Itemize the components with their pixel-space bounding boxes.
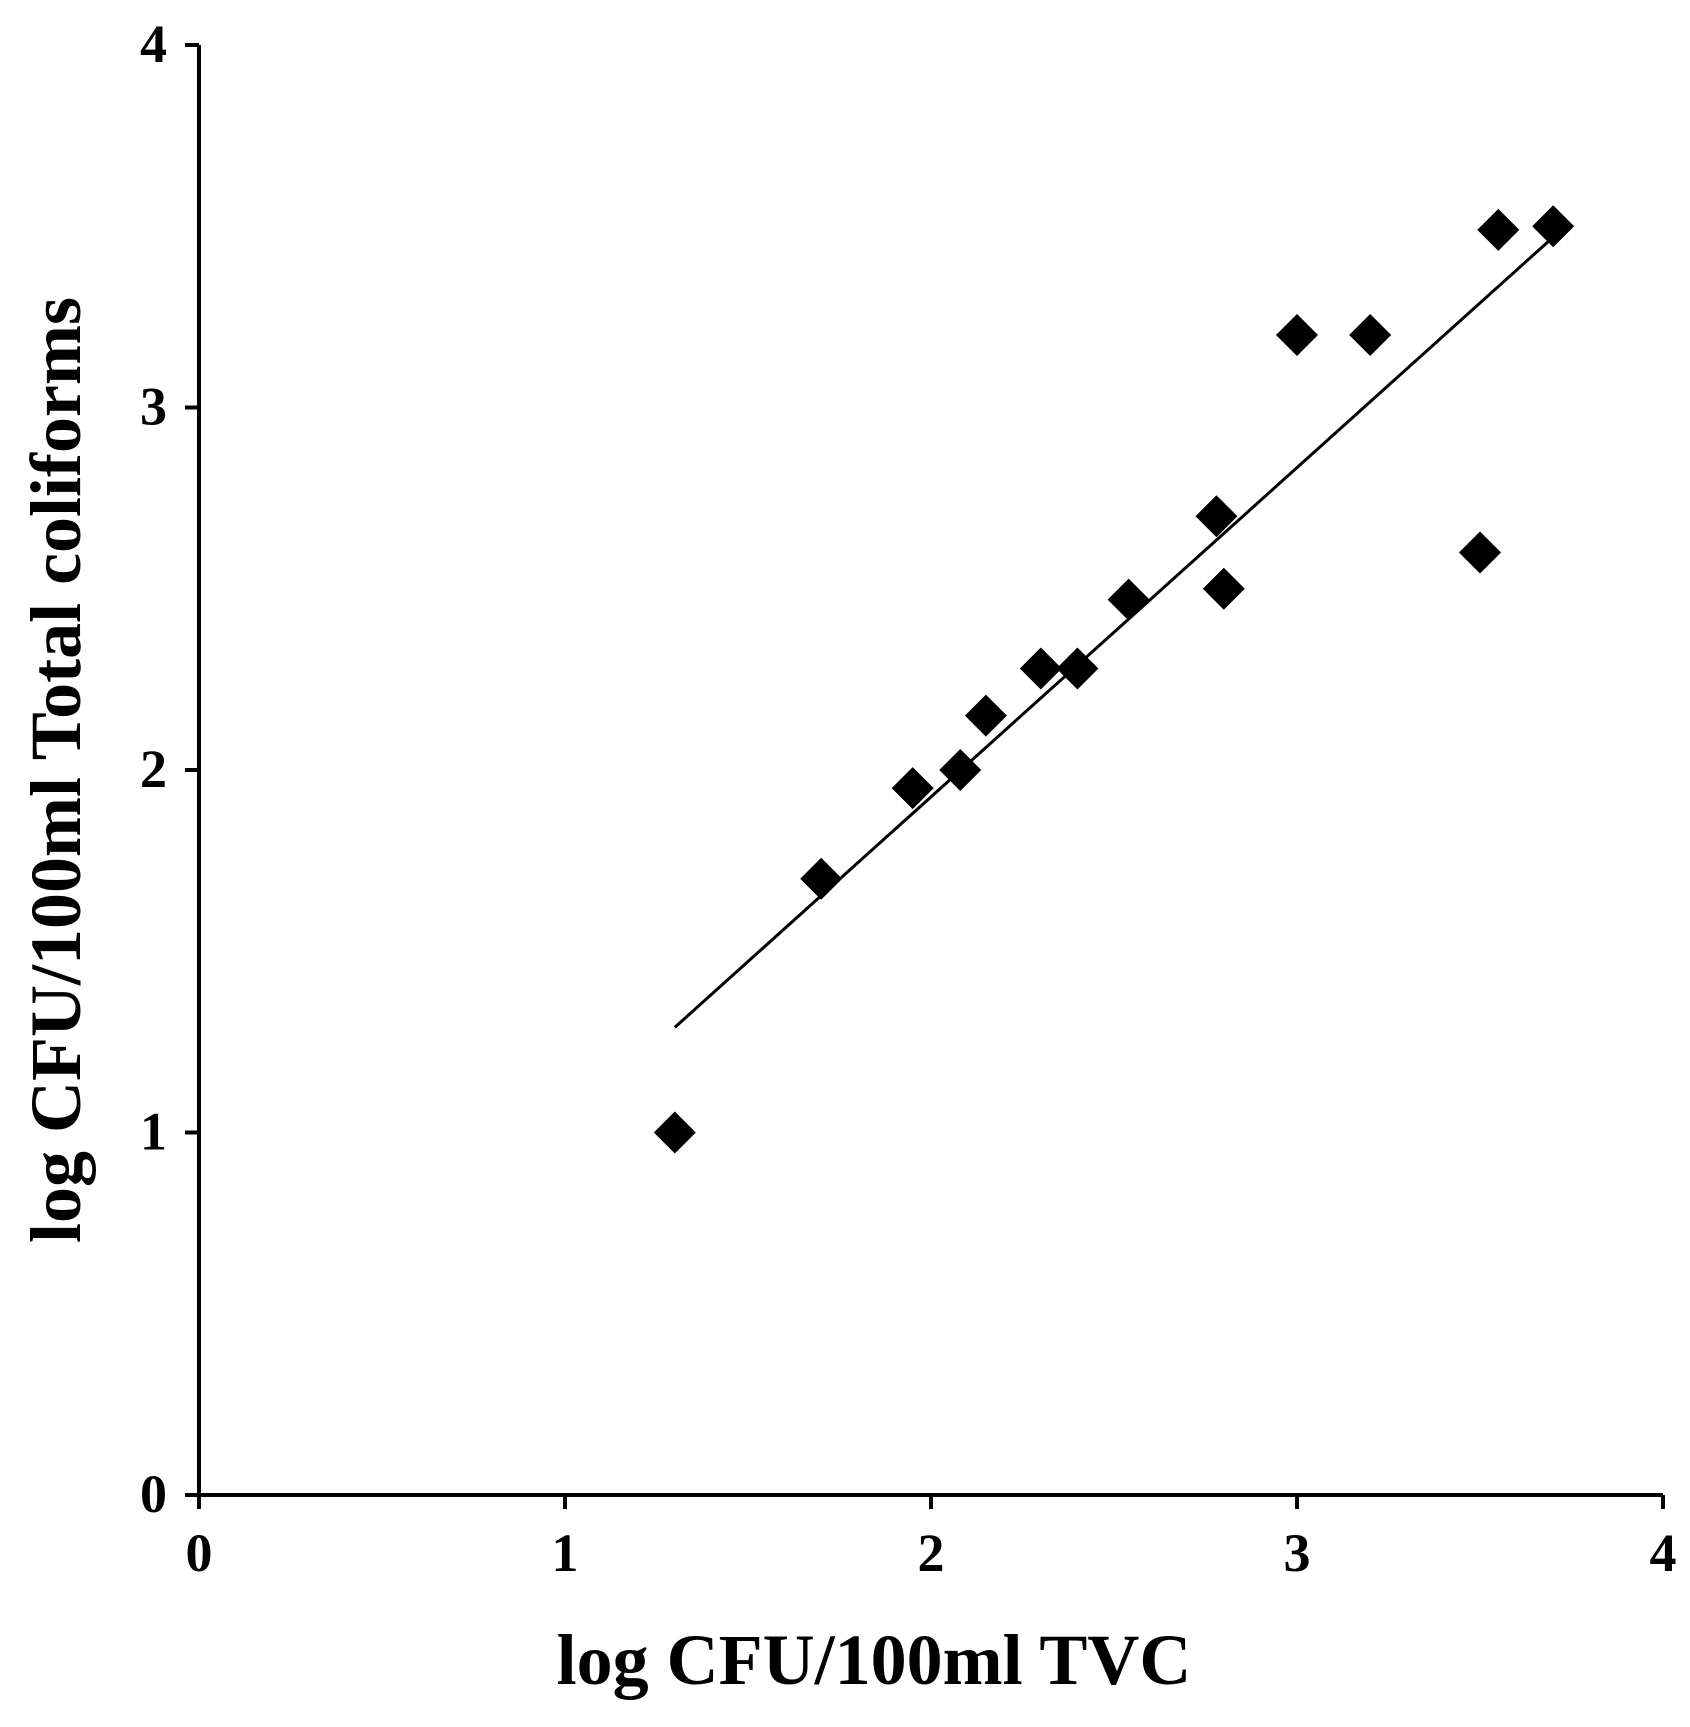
data-point — [1532, 205, 1575, 248]
data-point — [1056, 647, 1099, 690]
trendline-layer — [673, 236, 1555, 1029]
axes — [185, 43, 1665, 1509]
data-points — [653, 205, 1575, 1154]
data-point — [1276, 314, 1318, 356]
data-point — [1349, 314, 1392, 356]
y-tick-label: 1 — [140, 1102, 167, 1162]
y-tick-label: 2 — [140, 739, 167, 799]
y-tick-label: 4 — [140, 14, 167, 74]
y-tick-label: 0 — [140, 1464, 167, 1524]
x-axis-title: log CFU/100ml TVC — [557, 1620, 1192, 1700]
x-tick-label: 3 — [1284, 1523, 1311, 1583]
data-point — [653, 1111, 696, 1154]
data-point — [891, 767, 934, 810]
data-point — [1019, 647, 1062, 690]
data-point — [1195, 495, 1238, 538]
data-point — [1202, 567, 1245, 610]
x-tick-label: 4 — [1650, 1523, 1677, 1583]
data-point — [1107, 578, 1150, 621]
y-tick-label: 3 — [140, 377, 167, 437]
data-point — [964, 694, 1007, 737]
data-point — [939, 749, 982, 791]
tick-labels: 0 1 2 3 4 0 1 2 3 4 — [140, 14, 1677, 1583]
trendline — [673, 236, 1555, 1029]
x-tick-label: 0 — [186, 1523, 213, 1583]
x-tick-label: 2 — [918, 1523, 945, 1583]
data-point — [1477, 208, 1520, 251]
data-point — [1459, 531, 1501, 574]
data-point — [800, 857, 843, 900]
y-axis-title: log CFU/100ml Total coliforms — [16, 297, 96, 1243]
x-tick-label: 1 — [552, 1523, 579, 1583]
